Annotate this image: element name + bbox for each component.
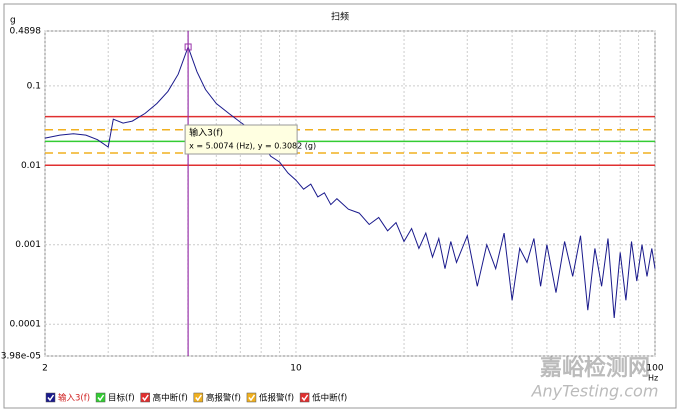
y-tick-label: 0.01 (21, 161, 41, 171)
watermark: 嘉峪检测网 (540, 355, 650, 381)
legend-label: 高报警(f) (206, 393, 241, 404)
data-line (44, 45, 656, 318)
legend-swatch (246, 392, 257, 403)
legend-label: 目标(f) (108, 393, 135, 404)
legend-swatch (95, 392, 106, 403)
tooltip-title: 输入3(f) (189, 127, 223, 139)
legend-swatch (45, 392, 56, 403)
legend-label: 低中断(f) (312, 393, 347, 404)
legend-swatch (140, 392, 150, 403)
y-tick-label: 0.1 (27, 81, 41, 91)
y-unit: g (10, 16, 16, 26)
cursor-marker (184, 43, 192, 51)
y-tick-label: 3.98e-05 (1, 352, 41, 362)
y-tick-label: 0.0001 (10, 320, 42, 330)
x-tick-label: 2 (42, 364, 48, 374)
chart-title: 扫频 (331, 11, 349, 23)
y-tick-label: 0.001 (15, 240, 41, 250)
legend-check (195, 394, 202, 402)
x-tick-label: 100 (646, 364, 663, 374)
y-tick-label: 0.4898 (10, 27, 42, 37)
legend-label: 低报警(f) (259, 393, 294, 404)
tooltip-box (184, 124, 298, 155)
watermark: AnyTesting.com (531, 382, 659, 401)
legend-check (248, 394, 256, 402)
x-unit: Hz (648, 374, 658, 383)
legend-check (97, 394, 105, 402)
legend-swatch (193, 392, 204, 403)
tooltip-text: x = 5.0074 (Hz), y = 0.3082 (g) (189, 142, 316, 151)
x-tick-label: 10 (290, 364, 302, 374)
plot-area (44, 30, 656, 357)
legend-check (301, 394, 309, 402)
legend-label: 输入3(f) (58, 393, 90, 404)
legend-check (142, 394, 149, 402)
legend-label: 高中断(f) (153, 393, 188, 404)
legend-swatch (299, 392, 310, 403)
legend-check (47, 394, 55, 402)
